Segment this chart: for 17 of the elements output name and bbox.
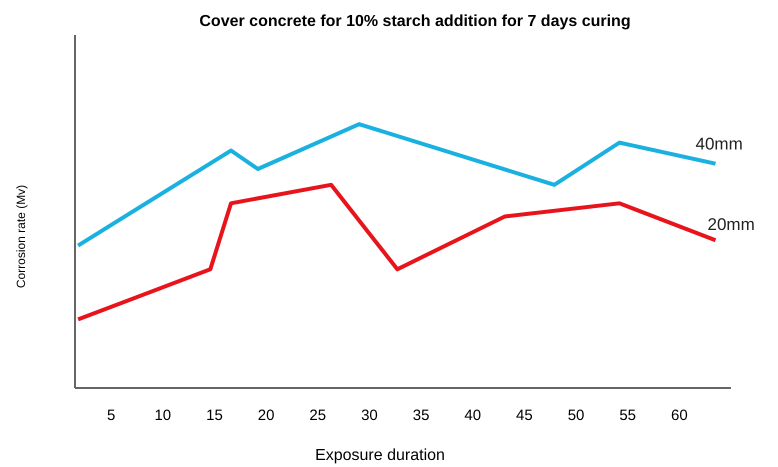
series-label: 20mm xyxy=(708,215,755,234)
x-tick-label: 50 xyxy=(568,407,584,424)
x-tick-label: 40 xyxy=(464,407,482,424)
x-tick-label: 20 xyxy=(258,407,274,424)
x-axis-title: Exposure duration xyxy=(315,447,445,464)
x-tick-label: 15 xyxy=(206,407,223,424)
x-tick-label: 45 xyxy=(516,407,533,424)
x-tick-label: 10 xyxy=(154,407,172,424)
x-tick-label: 60 xyxy=(671,407,688,424)
y-axis-title: Corrosion rate (Mv) xyxy=(14,184,28,288)
x-tick-label: 25 xyxy=(309,407,326,424)
x-tick-label: 55 xyxy=(619,407,636,424)
x-tick-label: 35 xyxy=(412,407,430,424)
series-label: 40mm xyxy=(696,134,743,154)
chart-title: Cover concrete for 10% starch addition for 7 days curing xyxy=(199,13,631,30)
x-tick-label: 30 xyxy=(361,407,378,424)
x-tick-label: 5 xyxy=(106,407,116,424)
